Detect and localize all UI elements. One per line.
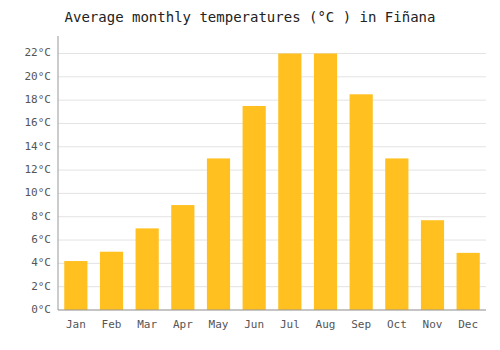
x-axis-line	[58, 310, 486, 311]
chart: 0°C 2°C 4°C 6°C 8°C 10°C 12°C 14°C 16°C 18°C 20°C 2…	[0, 0, 500, 350]
x-tick-label: Feb	[102, 318, 122, 331]
y-tick-label: 10°C	[25, 186, 52, 199]
x-tick-labels: Jan Feb Mar Apr May Jun Jul Aug Sep Oct Nov Dec	[66, 318, 478, 331]
bar	[350, 94, 373, 310]
bar	[64, 261, 87, 310]
x-tick-label: Oct	[387, 318, 407, 331]
y-tick-label: 6°C	[31, 233, 51, 246]
bar	[171, 205, 194, 310]
grid-line	[58, 100, 486, 101]
x-tick-label: May	[209, 318, 229, 331]
y-axis-line	[58, 36, 59, 310]
x-tick-label: Dec	[458, 318, 478, 331]
x-tick-label: Nov	[423, 318, 443, 331]
y-tick-label: 22°C	[25, 46, 52, 59]
bar	[243, 106, 266, 310]
grid-line	[58, 123, 486, 124]
bar	[278, 53, 301, 310]
bar	[385, 158, 408, 310]
y-tick-label: 12°C	[25, 163, 52, 176]
y-tick-label: 8°C	[31, 210, 51, 223]
y-tick-label: 14°C	[25, 140, 52, 153]
y-tick-label: 4°C	[31, 256, 51, 269]
x-tick-label: Mar	[137, 318, 157, 331]
y-tick-label: 20°C	[25, 70, 52, 83]
grid-line	[58, 193, 486, 194]
y-grid	[58, 53, 486, 310]
grid-line	[58, 216, 486, 217]
y-tick-labels: 0°C 2°C 4°C 6°C 8°C 10°C 12°C 14°C 16°C 18°C 20°C 2…	[25, 46, 52, 316]
bar	[457, 253, 480, 310]
grid-line	[58, 146, 486, 147]
bar	[421, 220, 444, 310]
grid-line	[58, 170, 486, 171]
y-tick-label: 2°C	[31, 280, 51, 293]
grid-line	[58, 76, 486, 77]
y-tick-label: 0°C	[31, 303, 51, 316]
bars	[64, 53, 480, 310]
x-tick-label: Aug	[316, 318, 336, 331]
x-tick-label: Jun	[244, 318, 264, 331]
grid-line	[58, 310, 486, 311]
bar	[136, 228, 159, 310]
x-tick-label: Jan	[66, 318, 86, 331]
title: Average monthly temperatures (°C ) in Fi…	[65, 9, 436, 25]
y-tick-label: 18°C	[25, 93, 52, 106]
grid-line	[58, 53, 486, 54]
bar	[207, 158, 230, 310]
x-tick-label: Apr	[173, 318, 193, 331]
x-tick-label: Jul	[280, 318, 300, 331]
bar	[314, 53, 337, 310]
y-tick-label: 16°C	[25, 116, 52, 129]
x-tick-label: Sep	[351, 318, 371, 331]
bar	[100, 252, 123, 310]
page: {"chart_data": {"type": "bar", "title": …	[0, 0, 500, 350]
